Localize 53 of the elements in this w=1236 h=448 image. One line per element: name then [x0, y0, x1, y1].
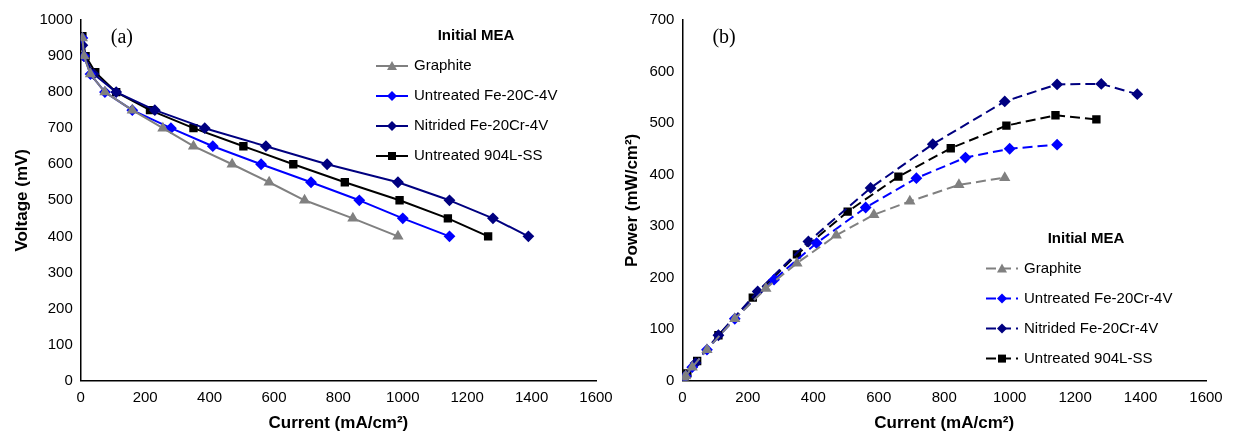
legend-label: Untreated 904L-SS	[414, 146, 543, 164]
x-tick-label: 600	[261, 387, 287, 405]
y-tick-label: 300	[649, 216, 675, 234]
annotation: (a)	[110, 25, 133, 49]
x-tick-label: 200	[735, 387, 761, 405]
legend-label: Nitrided Fe-20Cr-4V	[414, 116, 549, 134]
legend-label: Untreated 904L-SS	[1024, 348, 1153, 366]
y-tick-label: 400	[649, 164, 675, 182]
y-tick-label: 700	[649, 10, 675, 28]
x-tick-label: 800	[325, 387, 351, 405]
x-tick-label: 1600	[579, 387, 613, 405]
annotation: (b)	[712, 25, 736, 49]
x-tick-label: 1400	[514, 387, 549, 405]
x-tick-label: 1600	[1189, 387, 1223, 405]
y-tick-label: 900	[47, 46, 73, 64]
legend-title: Initial MEA	[437, 26, 515, 44]
x-tick-label: 1400	[1123, 387, 1158, 405]
y-tick-label: 500	[47, 190, 73, 208]
x-tick-label: 1000	[992, 387, 1027, 405]
y-tick-label: 200	[649, 267, 675, 285]
x-tick-label: 1200	[1058, 387, 1092, 405]
y-tick-label: 800	[47, 82, 73, 100]
y-tick-label: 600	[47, 154, 73, 172]
x-axis-title: Current (mA/cm²)	[268, 413, 409, 433]
x-tick-label: 1200	[450, 387, 484, 405]
y-tick-label: 100	[47, 334, 73, 352]
x-tick-label: 400	[197, 387, 223, 405]
y-tick-label: 100	[649, 319, 675, 337]
y-tick-label: 200	[47, 298, 73, 316]
legend-label: Untreated Fe-20C-4V	[414, 86, 558, 104]
legend-label: Graphite	[1024, 258, 1082, 276]
y-tick-label: 400	[47, 226, 73, 244]
y-tick-label: 300	[47, 262, 73, 280]
legend-label: Graphite	[414, 56, 472, 74]
legend-label: Nitrided Fe-20Cr-4V	[1024, 318, 1159, 336]
y-tick-label: 1000	[39, 10, 73, 28]
x-tick-label: 0	[76, 387, 85, 405]
x-tick-label: 600	[866, 387, 892, 405]
x-axis-title: Current (mA/cm²)	[874, 413, 1015, 433]
legend-title: Initial MEA	[1047, 228, 1125, 246]
x-tick-label: 200	[132, 387, 158, 405]
y-tick-label: 0	[64, 370, 73, 388]
y-axis-title: Voltage (mV)	[11, 148, 31, 252]
y-tick-label: 500	[649, 113, 675, 131]
x-tick-label: 0	[678, 387, 687, 405]
x-tick-label: 1000	[386, 387, 420, 405]
y-tick-label: 0	[666, 370, 675, 388]
y-tick-label: 700	[47, 118, 73, 136]
legend-label: Untreated Fe-20Cr-4V	[1024, 288, 1173, 306]
x-tick-label: 400	[800, 387, 826, 405]
y-axis-title: Power (mW/cm²)	[621, 133, 641, 267]
x-tick-label: 800	[931, 387, 957, 405]
y-tick-label: 600	[649, 61, 675, 79]
